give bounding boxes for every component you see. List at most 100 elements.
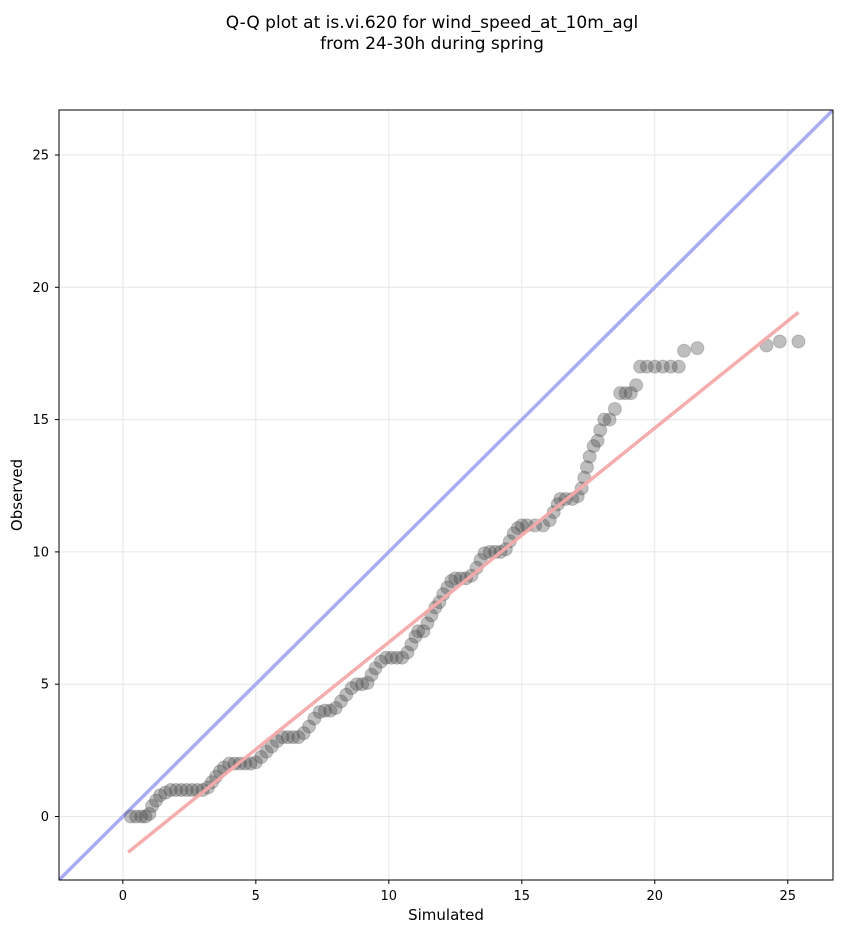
data-point-116: [791, 334, 806, 349]
data-point-34: [291, 730, 306, 745]
fit-line: [127, 311, 800, 854]
chart-title-line-2: from 24-30h during spring: [320, 34, 544, 54]
data-point-97: [590, 433, 605, 448]
data-point-47: [360, 675, 375, 690]
data-point-49: [368, 661, 383, 676]
y-tick-label-5: 25: [32, 148, 49, 163]
data-point-109: [655, 359, 670, 374]
data-point-41: [328, 701, 343, 716]
data-point-104: [623, 386, 638, 401]
data-point-74: [482, 544, 497, 559]
data-point-5: [145, 798, 160, 813]
data-point-55: [400, 645, 415, 660]
data-point-51: [379, 650, 394, 665]
y-tick-label-1: 5: [41, 678, 49, 693]
data-point-56: [404, 637, 419, 652]
data-point-10: [169, 783, 184, 798]
y-tick-label-2: 10: [32, 545, 49, 560]
data-point-45: [349, 677, 364, 692]
data-point-96: [586, 439, 601, 454]
data-point-26: [248, 755, 263, 770]
data-point-9: [163, 783, 178, 798]
chart-title-line-1: Q-Q plot at is.vi.620 for wind_speed_at_…: [226, 13, 638, 33]
data-point-38: [312, 704, 327, 719]
data-point-101: [607, 402, 622, 417]
data-point-115: [772, 334, 787, 349]
data-point-48: [364, 667, 379, 682]
data-point-60: [420, 616, 435, 631]
data-point-6: [149, 793, 164, 808]
data-point-113: [690, 341, 705, 356]
data-point-94: [579, 460, 594, 475]
identity-line: [59, 110, 833, 880]
data-point-66: [444, 573, 459, 588]
data-point-107: [639, 359, 654, 374]
data-point-8: [158, 785, 173, 800]
plot-frame: [58, 109, 834, 881]
data-point-99: [597, 412, 612, 427]
data-point-58: [411, 624, 426, 639]
data-point-35: [296, 726, 311, 741]
data-point-39: [317, 703, 332, 718]
y-tick-label-0: 0: [41, 810, 49, 825]
data-point-2: [134, 809, 149, 824]
data-point-53: [389, 650, 404, 665]
x-tick-label-3: 15: [514, 889, 531, 904]
axis-ticks: 0 5 10 15 20 25 0 5 10 15 20 25: [32, 148, 796, 904]
data-point-46: [355, 677, 370, 692]
data-point-73: [477, 546, 492, 561]
data-point-52: [384, 650, 399, 665]
x-tick-label-2: 10: [381, 889, 398, 904]
data-point-28: [259, 744, 274, 759]
data-point-57: [408, 629, 423, 644]
x-tick-label-1: 5: [252, 889, 260, 904]
data-point-43: [339, 687, 354, 702]
data-point-11: [174, 783, 189, 798]
y-axis-label: Observed: [8, 459, 26, 531]
x-axis-label: Simulated: [408, 906, 484, 924]
plot-area: [59, 110, 833, 880]
data-point-22: [227, 756, 242, 771]
data-point-67: [448, 571, 463, 586]
grid-lines: [59, 110, 833, 880]
data-point-50: [373, 654, 388, 669]
data-point-81: [514, 518, 529, 533]
data-point-3: [138, 809, 153, 824]
data-point-98: [593, 423, 608, 438]
data-point-59: [416, 624, 431, 639]
data-point-103: [618, 386, 633, 401]
data-point-44: [344, 681, 359, 696]
data-point-7: [153, 788, 168, 803]
y-tick-label-3: 15: [32, 413, 49, 428]
data-point-33: [286, 730, 301, 745]
data-point-0: [123, 809, 138, 824]
x-tick-label-4: 20: [647, 889, 664, 904]
data-point-106: [633, 359, 648, 374]
data-point-42: [333, 694, 348, 709]
data-point-1: [129, 809, 144, 824]
data-point-108: [647, 359, 662, 374]
data-point-102: [613, 386, 628, 401]
data-point-25: [243, 756, 258, 771]
data-point-112: [677, 343, 692, 358]
data-point-40: [323, 703, 338, 718]
data-point-36: [302, 719, 317, 734]
data-point-4: [142, 806, 157, 821]
data-point-13: [184, 783, 199, 798]
data-point-54: [395, 650, 410, 665]
data-point-95: [582, 449, 597, 464]
y-tick-label-4: 20: [32, 281, 49, 296]
data-point-30: [270, 734, 285, 749]
x-tick-label-5: 25: [780, 889, 797, 904]
data-point-80: [510, 521, 525, 536]
data-point-27: [254, 749, 269, 764]
x-tick-label-0: 0: [119, 889, 127, 904]
data-point-37: [307, 711, 322, 726]
data-point-32: [280, 730, 295, 745]
data-point-110: [663, 359, 678, 374]
data-point-105: [629, 378, 644, 393]
data-point-100: [602, 412, 617, 427]
data-point-12: [179, 783, 194, 798]
data-point-29: [264, 739, 279, 754]
